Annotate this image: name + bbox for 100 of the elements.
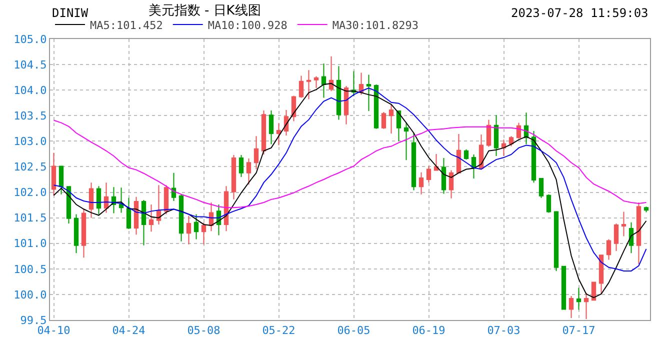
x-tick-label: 05-22 [262, 324, 296, 338]
y-tick-label: 103.5 [14, 109, 47, 122]
legend-label: MA10:100.928 [208, 18, 288, 32]
candlestick [644, 206, 649, 213]
candlestick [411, 132, 416, 191]
candlestick [381, 112, 386, 130]
candlestick [118, 187, 124, 214]
candlestick [231, 154, 236, 200]
candlestick [434, 153, 439, 172]
candlestick [254, 136, 259, 170]
candlestick [464, 148, 469, 160]
candlestick [628, 222, 634, 254]
candlestick [344, 86, 349, 125]
legend-label: MA5:101.452 [90, 18, 163, 32]
y-tick-label: 104.0 [14, 84, 47, 97]
candlestick [471, 154, 476, 179]
candlestick [636, 202, 642, 265]
legend-label: MA30:101.8293 [332, 18, 418, 32]
x-tick-label: 07-17 [562, 324, 596, 338]
candlestick [291, 95, 296, 122]
candlestick [568, 295, 574, 318]
candlestick [224, 186, 229, 232]
y-tick-label: 101.0 [14, 237, 47, 250]
y-tick-label: 100.5 [14, 262, 47, 276]
x-tick-label: 04-24 [112, 324, 146, 338]
candlestick [531, 130, 536, 184]
candlestick [418, 172, 424, 195]
candlestick [171, 172, 176, 202]
candlestick [208, 202, 214, 232]
x-tick-label: 05-08 [187, 324, 220, 338]
candlestick [96, 186, 102, 215]
candlestick [306, 70, 312, 100]
y-tick-label: 105.0 [14, 32, 47, 46]
candlestick [396, 110, 402, 142]
candlestick [81, 208, 86, 258]
candlestick [178, 194, 184, 242]
y-tick-label: 101.5 [14, 212, 47, 225]
text: 2023-07-28 11:59:03 [511, 6, 648, 20]
candlestick [404, 122, 409, 161]
candlestick [194, 214, 199, 240]
x-tick-label: 06-05 [337, 324, 370, 338]
text: DINIW [52, 6, 89, 20]
candlestick [284, 110, 289, 136]
candlestick [261, 110, 266, 155]
y-tick-label: 100.0 [14, 288, 47, 302]
candlestick [576, 287, 582, 310]
candlestick [126, 197, 132, 230]
candlestick [606, 238, 612, 260]
line-series [53, 120, 647, 208]
candlestick [538, 177, 544, 198]
candlestick [238, 154, 244, 178]
y-tick-label: 104.5 [14, 58, 47, 72]
candlestick [51, 152, 56, 196]
y-tick-label: 99.5 [20, 314, 47, 327]
y-tick-label: 102.0 [14, 186, 47, 200]
candlestick [246, 158, 252, 186]
candlestick [164, 184, 169, 215]
candlestick [366, 74, 372, 112]
x-tick-label: 06-19 [412, 324, 446, 338]
candlestick [104, 182, 109, 214]
candlestick [321, 63, 326, 98]
candlestick [448, 170, 454, 199]
candlestick [374, 84, 379, 130]
candlestick [621, 211, 626, 237]
candlestick [598, 254, 604, 294]
candlestick [584, 292, 589, 320]
candlestick [201, 222, 206, 245]
candlestick [186, 215, 192, 245]
x-tick-label: 07-03 [487, 324, 520, 338]
candlestick [478, 134, 484, 170]
candlestick [486, 119, 492, 148]
candlestick [554, 210, 559, 272]
x-tick-label: 04-10 [37, 324, 70, 338]
candlestick [74, 214, 79, 254]
candlestick [88, 182, 94, 218]
candlestick [111, 186, 116, 214]
candlestick [336, 66, 342, 120]
candlestick [148, 204, 154, 232]
candlestick [501, 139, 506, 156]
candlestick [58, 165, 64, 195]
candlestick [134, 196, 139, 236]
candlestick [561, 265, 566, 310]
chart-title: 美元指数 - 日K线图 [148, 2, 261, 18]
candlestick [546, 194, 552, 214]
candlestick [328, 56, 334, 92]
candlestick [441, 158, 446, 194]
candlestick [614, 222, 619, 252]
candlestick [351, 70, 356, 97]
candlestick [66, 186, 72, 224]
candlestick [298, 75, 304, 98]
candlestick [494, 114, 499, 156]
candlestick [314, 76, 319, 89]
candlestick [276, 122, 282, 146]
candlestick [358, 72, 364, 96]
y-tick-label: 102.5 [14, 160, 47, 174]
candlestick [156, 184, 162, 225]
candlestick [388, 104, 394, 134]
candlestick [141, 199, 146, 246]
y-tick-label: 103.0 [14, 135, 47, 148]
candlestick [268, 110, 274, 145]
